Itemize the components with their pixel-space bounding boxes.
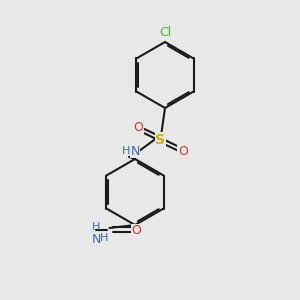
- Text: H: H: [122, 146, 130, 157]
- Text: O: O: [133, 121, 143, 134]
- Text: O: O: [132, 224, 141, 238]
- Text: H: H: [100, 233, 108, 243]
- Text: S: S: [155, 133, 166, 146]
- Text: N: N: [130, 145, 140, 158]
- Text: O: O: [178, 145, 188, 158]
- Text: Cl: Cl: [159, 26, 171, 39]
- Text: H: H: [92, 222, 100, 232]
- Text: N: N: [92, 233, 101, 246]
